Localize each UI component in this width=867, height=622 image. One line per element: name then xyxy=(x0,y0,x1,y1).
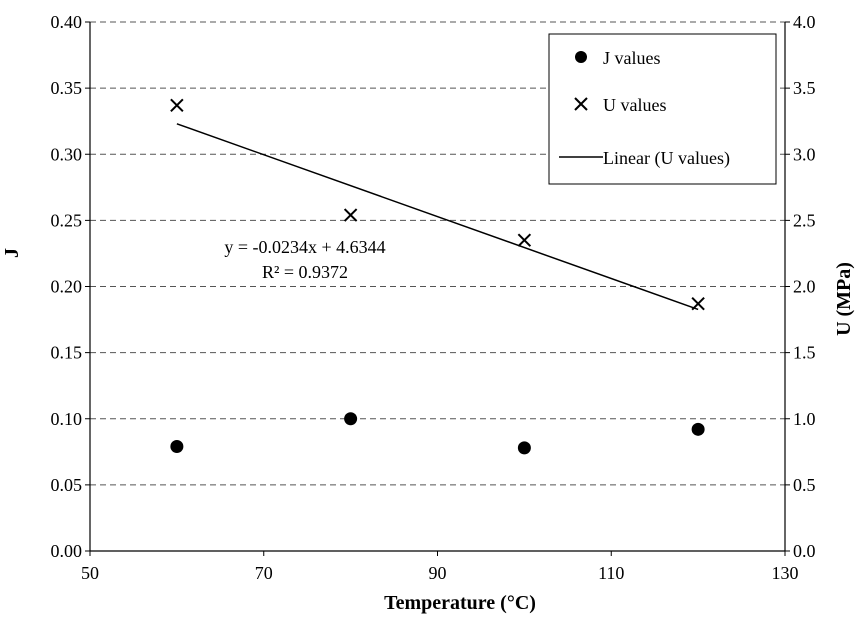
y2-tick-label: 2.5 xyxy=(793,210,816,230)
u-value-stroke xyxy=(517,233,532,247)
y-tick-label: 0.10 xyxy=(51,409,83,429)
grid xyxy=(90,21,785,486)
y-tick-label: 0.25 xyxy=(51,210,83,230)
u-value-point xyxy=(517,233,532,247)
y2-tick-label: 1.5 xyxy=(793,343,816,363)
u-value-stroke xyxy=(343,208,358,222)
axes xyxy=(85,21,790,556)
y-axis-title: J xyxy=(1,248,23,258)
u-value-point xyxy=(170,98,184,113)
y-tick-label: 0.20 xyxy=(51,277,83,297)
legend: J values U values Linear (U values) xyxy=(548,33,777,185)
j-value-point xyxy=(517,441,531,455)
tick-labels: 0.00 0.05 0.10 0.15 0.20 0.25 0.30 0.35 0.40 0.0 0… xyxy=(51,12,816,583)
legend-marker-circle xyxy=(575,51,587,63)
y2-tick-label: 4.0 xyxy=(793,12,816,32)
y-tick-label: 0.40 xyxy=(51,12,83,32)
x-tick-label: 90 xyxy=(429,563,447,583)
trendline xyxy=(176,123,699,311)
x-tick-label: 110 xyxy=(598,563,624,583)
data-series xyxy=(170,98,705,455)
u-value-stroke xyxy=(170,98,184,113)
j-value-point xyxy=(344,412,358,426)
y-tick-label: 0.05 xyxy=(51,475,83,495)
trendline-equation: y = -0.0234x + 4.6344 xyxy=(224,237,385,257)
y2-tick-label: 2.0 xyxy=(793,277,816,297)
y-tick-label: 0.35 xyxy=(51,78,83,98)
y2-tick-label: 1.0 xyxy=(793,409,816,429)
x-axis-title: Temperature (°C) xyxy=(384,592,536,614)
x-tick-label: 50 xyxy=(81,563,99,583)
y-tick-label: 0.00 xyxy=(51,541,83,561)
y2-tick-label: 3.5 xyxy=(793,78,816,98)
legend-label-u: U values xyxy=(603,95,666,115)
y-tick-label: 0.15 xyxy=(51,343,83,363)
y2-tick-label: 0.0 xyxy=(793,541,816,561)
legend-marker-x xyxy=(574,97,588,111)
y2-axis-title: U (MPa) xyxy=(833,262,855,336)
j-value-point xyxy=(170,440,184,454)
u-value-point xyxy=(343,208,358,222)
y-tick-label: 0.30 xyxy=(51,144,83,164)
y2-tick-label: 0.5 xyxy=(793,475,816,495)
legend-label-j: J values xyxy=(603,48,661,68)
x-tick-label: 70 xyxy=(255,563,273,583)
y2-tick-label: 3.0 xyxy=(793,144,816,164)
legend-label-linear: Linear (U values) xyxy=(603,148,730,169)
trendline-r-squared: R² = 0.9372 xyxy=(262,262,348,282)
j-value-point xyxy=(691,422,705,436)
x-tick-label: 130 xyxy=(772,563,799,583)
